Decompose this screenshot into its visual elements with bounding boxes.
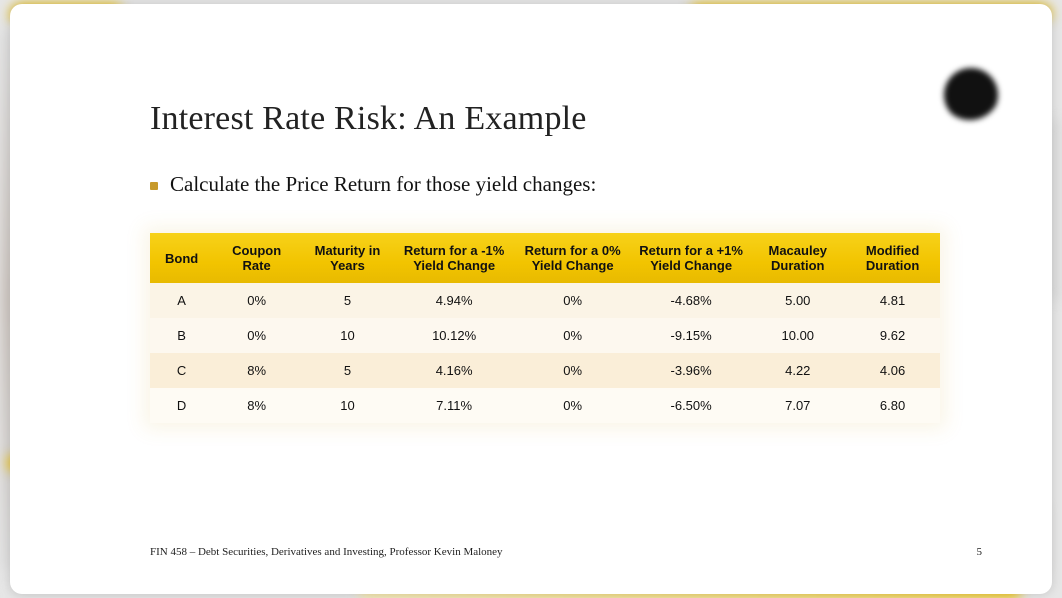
table-cell: 7.07: [750, 388, 845, 423]
slide-title: Interest Rate Risk: An Example: [150, 100, 982, 138]
bond-table: BondCoupon RateMaturity in YearsReturn f…: [150, 233, 940, 423]
table-cell: 10: [300, 388, 395, 423]
table-cell: 0%: [213, 318, 300, 353]
table-cell: 7.11%: [395, 388, 514, 423]
table-header-cell: Bond: [150, 233, 213, 283]
table-cell: 4.16%: [395, 353, 514, 388]
bullet-item: Calculate the Price Return for those yie…: [150, 172, 982, 197]
table-header-cell: Macauley Duration: [750, 233, 845, 283]
bullet-text: Calculate the Price Return for those yie…: [170, 172, 596, 197]
table-cell: 0%: [513, 353, 632, 388]
table-cell: 10: [300, 318, 395, 353]
table-cell: 4.94%: [395, 283, 514, 318]
table-cell: -4.68%: [632, 283, 751, 318]
table-cell: 4.06: [845, 353, 940, 388]
slide-footer: FIN 458 – Debt Securities, Derivatives a…: [150, 546, 982, 558]
table-header-row: BondCoupon RateMaturity in YearsReturn f…: [150, 233, 940, 283]
slide-content: Interest Rate Risk: An Example Calculate…: [150, 100, 982, 423]
table-cell: B: [150, 318, 213, 353]
table-cell: 10.00: [750, 318, 845, 353]
table: BondCoupon RateMaturity in YearsReturn f…: [150, 233, 940, 423]
footer-page-number: 5: [977, 546, 983, 558]
table-header-cell: Coupon Rate: [213, 233, 300, 283]
table-header-cell: Modified Duration: [845, 233, 940, 283]
table-cell: D: [150, 388, 213, 423]
table-cell: -6.50%: [632, 388, 751, 423]
table-header-cell: Return for a -1% Yield Change: [395, 233, 514, 283]
footer-course-info: FIN 458 – Debt Securities, Derivatives a…: [150, 546, 503, 558]
table-header-cell: Return for a +1% Yield Change: [632, 233, 751, 283]
table-row: D8%107.11%0%-6.50%7.076.80: [150, 388, 940, 423]
table-cell: 0%: [213, 283, 300, 318]
table-cell: -9.15%: [632, 318, 751, 353]
table-cell: 0%: [513, 283, 632, 318]
table-cell: 4.81: [845, 283, 940, 318]
table-cell: 8%: [213, 388, 300, 423]
table-header-cell: Return for a 0% Yield Change: [513, 233, 632, 283]
table-cell: 10.12%: [395, 318, 514, 353]
table-cell: A: [150, 283, 213, 318]
table-cell: 0%: [513, 388, 632, 423]
table-cell: 4.22: [750, 353, 845, 388]
table-row: A0%54.94%0%-4.68%5.004.81: [150, 283, 940, 318]
table-cell: 8%: [213, 353, 300, 388]
table-cell: 6.80: [845, 388, 940, 423]
table-cell: C: [150, 353, 213, 388]
table-row: B0%1010.12%0%-9.15%10.009.62: [150, 318, 940, 353]
table-header-cell: Maturity in Years: [300, 233, 395, 283]
bullet-icon: [150, 182, 158, 190]
table-cell: 5.00: [750, 283, 845, 318]
table-cell: 0%: [513, 318, 632, 353]
table-cell: 5: [300, 353, 395, 388]
slide: Interest Rate Risk: An Example Calculate…: [10, 4, 1052, 594]
table-row: C8%54.16%0%-3.96%4.224.06: [150, 353, 940, 388]
table-cell: 5: [300, 283, 395, 318]
table-cell: 9.62: [845, 318, 940, 353]
table-cell: -3.96%: [632, 353, 751, 388]
